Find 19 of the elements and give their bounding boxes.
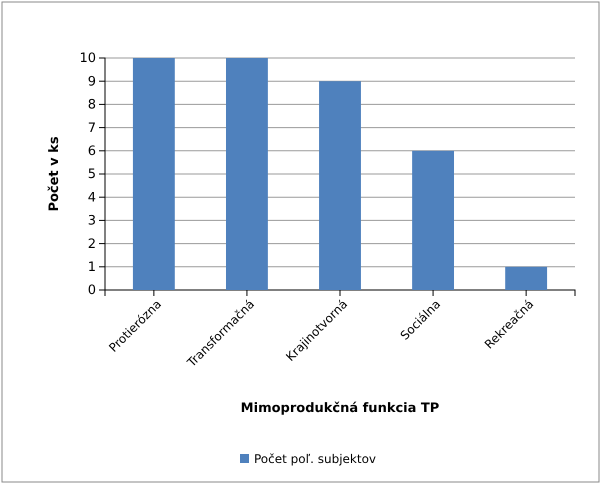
bar xyxy=(319,81,361,290)
y-axis-title: Počet v ks xyxy=(47,136,62,212)
bar xyxy=(505,266,548,290)
legend-label: Počet poľ. subjektov xyxy=(254,452,376,466)
bar xyxy=(132,58,175,290)
y-tick-label: 6 xyxy=(88,144,96,159)
y-tick-label: 10 xyxy=(79,51,96,66)
y-tick-label: 2 xyxy=(88,236,96,252)
y-tick-label: 1 xyxy=(88,260,96,275)
y-tick-label: 0 xyxy=(88,283,96,298)
y-tick-label: 8 xyxy=(88,98,96,113)
y-tick-label: 3 xyxy=(88,214,96,229)
bar xyxy=(226,58,268,290)
bar xyxy=(412,150,454,290)
y-tick-label: 9 xyxy=(88,74,96,90)
y-tick-label: 5 xyxy=(88,167,96,182)
x-axis-title: Mimoprodukčná funkcia TP xyxy=(240,401,440,416)
y-tick-label: 7 xyxy=(88,120,96,136)
y-tick-label: 4 xyxy=(88,190,96,206)
